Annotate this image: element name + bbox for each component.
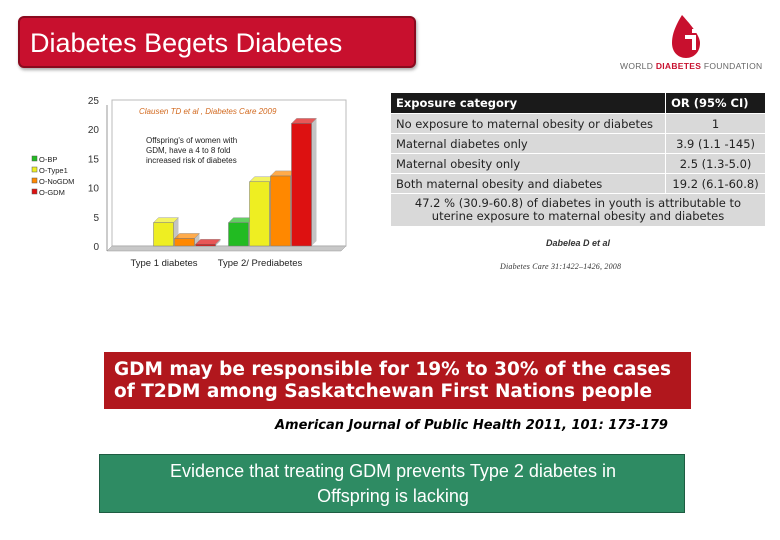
table-citation-journal: Diabetes Care 31:1422–1426, 2008	[500, 262, 622, 271]
odds-ratio-table: Exposure category OR (95% CI) No exposur…	[389, 92, 766, 227]
chart-annotation-text: GDM, have a 4 to 8 fold	[146, 146, 231, 155]
table-cell-or: 3.9 (1.1 -145)	[665, 133, 766, 154]
y-tick-label: 15	[88, 154, 100, 165]
bar	[249, 181, 270, 247]
bar-side	[215, 239, 221, 246]
y-tick-label: 20	[88, 125, 100, 136]
y-tick-label: 0	[93, 242, 99, 253]
chart-canvas: 0 5 10 15 20 25 Type 1 diabetes Type 2/ Prediab…	[31, 96, 347, 269]
table-header-or: OR (95% CI)	[665, 92, 766, 114]
bar-top	[290, 118, 318, 124]
table-header-exposure: Exposure category	[389, 92, 667, 114]
y-tick-label: 25	[88, 96, 100, 107]
legend-label: O-Type1	[39, 166, 68, 175]
legend-label: O-GDM	[39, 188, 65, 197]
banner-line-1: GDM may be responsible for 19% to 30% of…	[114, 359, 672, 380]
table-citation-author: Dabelea D et al	[546, 238, 611, 248]
bar	[291, 123, 312, 247]
legend-label: O-BP	[39, 155, 57, 164]
banner-line-2: of T2DM among Saskatchewan First Nations…	[114, 381, 653, 402]
bar-side	[311, 118, 317, 246]
table-row: Maternal diabetes only 3.9 (1.1 -145)	[389, 133, 766, 154]
table-row: Maternal obesity only 2.5 (1.3-5.0)	[389, 153, 766, 174]
chart-annotation-text: increased risk of diabetes	[146, 156, 237, 165]
world-diabetes-foundation-logo: WORLD DIABETES FOUNDATION	[620, 12, 765, 72]
legend-swatch	[31, 166, 38, 173]
gdm-banner: GDM may be responsible for 19% to 30% of…	[104, 352, 691, 409]
evidence-line-2: Offspring is lacking	[317, 486, 469, 506]
bar	[174, 238, 195, 247]
table-cell-exposure: Maternal diabetes only	[389, 133, 667, 154]
bar	[270, 175, 291, 247]
bar	[228, 222, 249, 247]
table-row: No exposure to maternal obesity or diabe…	[389, 113, 766, 134]
chart-annotation-citation: Clausen TD et al , Diabetes Care 2009	[139, 107, 277, 116]
table-cell-or: 19.2 (6.1-60.8)	[665, 173, 766, 194]
slide-title: Diabetes Begets Diabetes	[30, 28, 343, 58]
bar	[195, 243, 216, 247]
legend-swatch	[31, 188, 38, 195]
table-cell-exposure: Maternal obesity only	[389, 153, 667, 174]
table-cell-or: 1	[665, 113, 766, 134]
bar-top	[173, 233, 201, 239]
evidence-line-1: Evidence that treating GDM prevents Type…	[170, 461, 616, 481]
table-cell-or: 2.5 (1.3-5.0)	[665, 153, 766, 174]
chart-annotation-text: Offspring's of women with	[146, 136, 237, 145]
plot-floor	[106, 245, 347, 252]
y-tick-label: 5	[93, 213, 99, 224]
journal-citation: American Journal of Public Health 2011, …	[275, 418, 668, 433]
risk-bar-chart: 0 5 10 15 20 25 Type 1 diabetes Type 2/ Prediab…	[28, 92, 358, 272]
legend-label: O-NoGDM	[39, 177, 74, 186]
table-row: Both maternal obesity and diabetes 19.2 …	[389, 173, 766, 194]
legend-swatch	[31, 155, 38, 162]
table-header-row: Exposure category OR (95% CI)	[389, 92, 766, 114]
blood-drop-icon	[672, 15, 700, 58]
x-tick-label: Type 2/ Prediabetes	[218, 258, 303, 269]
x-tick-label: Type 1 diabetes	[130, 258, 197, 269]
odds-ratio-table-container: Exposure category OR (95% CI) No exposur…	[389, 92, 766, 227]
y-tick-label: 10	[88, 184, 100, 195]
table-cell-exposure: Both maternal obesity and diabetes	[389, 173, 667, 194]
bar-side	[194, 233, 200, 246]
bar-top	[152, 217, 180, 223]
table-note-row: 47.2 % (30.9-60.8) of diabetes in youth …	[390, 193, 766, 227]
table-note: 47.2 % (30.9-60.8) of diabetes in youth …	[390, 193, 766, 227]
bar-top	[194, 238, 222, 245]
table-cell-exposure: No exposure to maternal obesity or diabe…	[389, 113, 667, 134]
slide-title-box: Diabetes Begets Diabetes	[18, 16, 416, 68]
logo-wordmark: WORLD DIABETES FOUNDATION	[620, 61, 763, 71]
legend-swatch	[31, 177, 38, 184]
bar	[153, 222, 174, 247]
evidence-box: Evidence that treating GDM prevents Type…	[99, 454, 685, 513]
